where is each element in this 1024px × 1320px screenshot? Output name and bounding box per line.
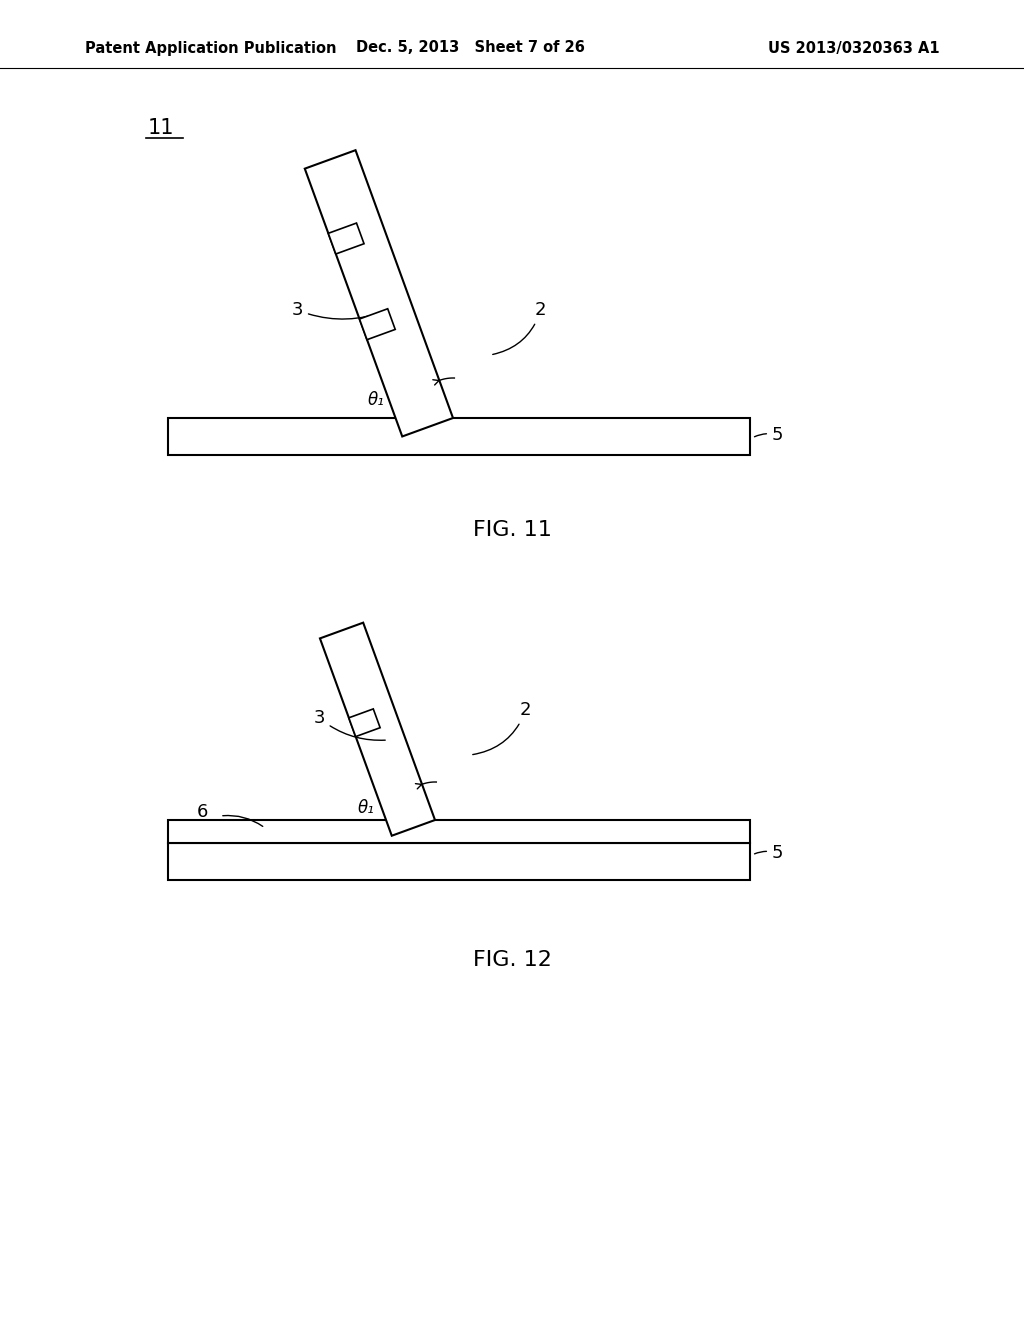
Text: 2: 2 [493, 301, 547, 355]
Bar [168, 843, 750, 880]
Text: FIG. 12: FIG. 12 [472, 950, 552, 970]
Polygon shape [305, 150, 453, 437]
Text: 5: 5 [755, 843, 783, 862]
Bar [168, 820, 750, 843]
Text: Patent Application Publication: Patent Application Publication [85, 41, 337, 55]
Text: FIG. 11: FIG. 11 [472, 520, 552, 540]
Polygon shape [349, 709, 380, 737]
Text: 6: 6 [197, 803, 208, 821]
Text: 11: 11 [148, 117, 174, 139]
Text: θ₁: θ₁ [368, 391, 384, 409]
Polygon shape [329, 223, 364, 253]
Text: 5: 5 [755, 426, 783, 444]
Polygon shape [319, 623, 435, 836]
Text: Dec. 5, 2013   Sheet 7 of 26: Dec. 5, 2013 Sheet 7 of 26 [355, 41, 585, 55]
Text: US 2013/0320363 A1: US 2013/0320363 A1 [768, 41, 940, 55]
Polygon shape [359, 309, 395, 339]
Text: 3: 3 [292, 301, 385, 319]
Text: θ₁: θ₁ [357, 799, 374, 817]
Bar [168, 418, 750, 455]
Text: 2: 2 [473, 701, 531, 755]
Text: 3: 3 [313, 709, 385, 741]
